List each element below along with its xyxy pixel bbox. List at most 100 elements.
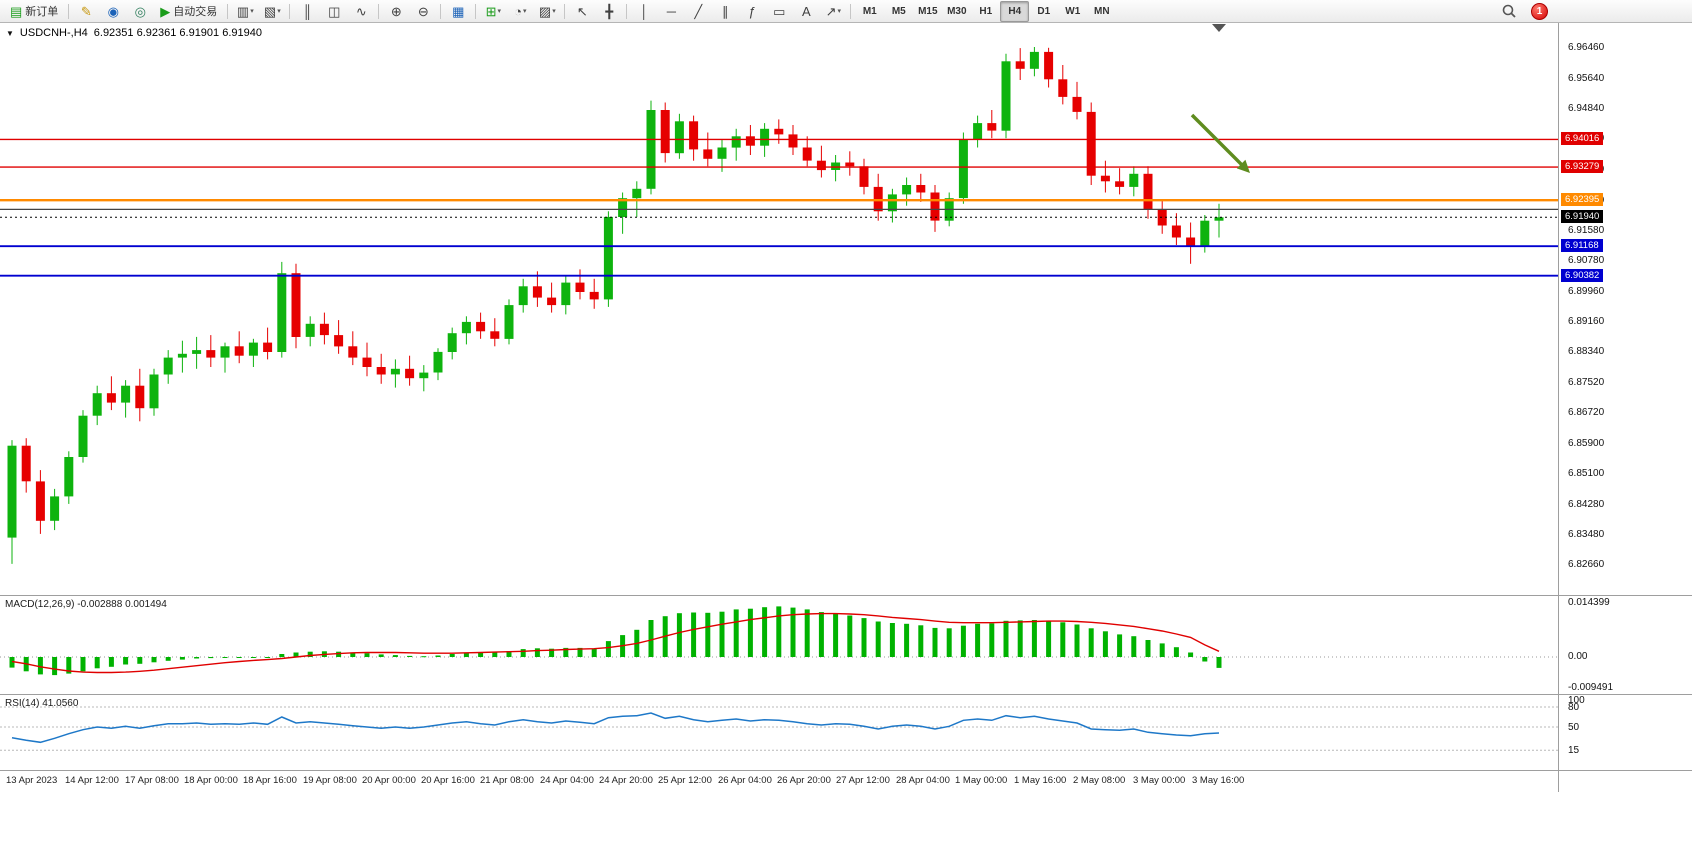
play-icon: ▶ <box>160 3 171 19</box>
price-tag: 6.92395 <box>1561 193 1604 206</box>
rsi-tick: 80 <box>1568 702 1580 713</box>
pencil-icon: ✎ <box>80 3 92 19</box>
timeframe-button-m1[interactable]: M1 <box>862 5 877 17</box>
cursor-icon: ↖ <box>576 3 588 19</box>
zoom-out-button[interactable]: ⊖ <box>410 1 436 22</box>
time-label: 20 Apr 00:00 <box>362 775 416 786</box>
symbol-label: USDCNH-,H4 <box>19 27 88 39</box>
pane-separator[interactable] <box>0 595 1692 596</box>
channel-icon: ∥ <box>722 3 729 19</box>
trendline-icon: ╱ <box>694 3 703 19</box>
rsi-label: RSI(14) 41.0560 <box>5 698 79 709</box>
toolbar-separator <box>68 3 70 19</box>
time-label: 3 May 00:00 <box>1133 775 1186 786</box>
autotrading-button[interactable]: ▶ 自动交易 <box>154 1 223 22</box>
bar-chart-button[interactable]: ║ <box>294 1 320 22</box>
channel-button[interactable]: ∥ <box>712 1 738 22</box>
time-label: 26 Apr 20:00 <box>777 775 831 786</box>
time-label: 25 Apr 12:00 <box>658 775 712 786</box>
price-tick: 6.84280 <box>1568 499 1605 510</box>
price-tick: 6.88340 <box>1568 346 1605 357</box>
price-axis[interactable]: 6.964606.956406.948406.940206.932006.923… <box>1560 23 1692 595</box>
macd-label: MACD(12,26,9) -0.002888 0.001494 <box>5 599 167 610</box>
candlestick-chart-button[interactable]: ◫ <box>321 1 347 22</box>
main-chart-pane[interactable]: ▼ USDCNH-,H4 6.92351 6.92361 6.91901 6.9… <box>0 23 1558 595</box>
candlestick-icon: ◫ <box>328 3 341 19</box>
chevron-down-icon: ▾ <box>497 8 501 15</box>
vertical-line-button[interactable]: │ <box>631 1 657 22</box>
timeframe-button-w1[interactable]: W1 <box>1065 5 1081 17</box>
macd-pane[interactable]: MACD(12,26,9) -0.002888 0.001494 <box>0 596 1558 694</box>
line-chart-button[interactable]: ∿ <box>348 1 374 22</box>
new-order-button[interactable]: ▤ 新订单 <box>4 1 64 22</box>
fibonacci-icon: ƒ <box>748 3 756 19</box>
text-tool-button[interactable]: A <box>793 1 819 22</box>
shapes-icon: ▭ <box>773 3 786 19</box>
new-chart-button[interactable]: ▥ ▾ <box>232 1 258 22</box>
price-tick: 6.95640 <box>1568 73 1605 84</box>
price-tick: 6.85900 <box>1568 438 1605 449</box>
rsi-pane[interactable]: RSI(14) 41.0560 <box>0 695 1558 770</box>
tile-windows-button[interactable]: ▦ <box>445 1 471 22</box>
trendline-button[interactable]: ╱ <box>685 1 711 22</box>
notification-badge[interactable]: 1 <box>1531 2 1548 20</box>
macd-axis[interactable]: 0.014399 0.00 -0.009491 <box>1560 596 1692 694</box>
time-label: 27 Apr 12:00 <box>836 775 890 786</box>
time-label: 17 Apr 08:00 <box>125 775 179 786</box>
crosshair-icon: ╋ <box>605 3 614 19</box>
price-tick: 6.87520 <box>1568 377 1605 388</box>
timeframe-button-mn[interactable]: MN <box>1094 5 1110 17</box>
timeframe-button-h1[interactable]: H1 <box>979 5 993 17</box>
ohlc-values: 6.92351 6.92361 6.91901 6.91940 <box>93 27 262 39</box>
autotrading-label: 自动交易 <box>173 6 218 18</box>
metaeditor-button[interactable]: ✎ <box>73 1 99 22</box>
timeframe-button-m15[interactable]: M15 <box>918 5 938 17</box>
cursor-button[interactable]: ↖ <box>569 1 595 22</box>
arrow-tools-icon: ↗ <box>825 3 837 19</box>
timeframe-button-h4[interactable]: H4 <box>1000 0 1030 22</box>
shapes-button[interactable]: ▭ <box>766 1 792 22</box>
indicators-button[interactable]: ⊞ ▾ <box>480 1 506 22</box>
time-label: 1 May 00:00 <box>955 775 1008 786</box>
accounts-button[interactable]: ◉ <box>100 1 126 22</box>
profiles-button[interactable]: ▧ ▾ <box>259 1 285 22</box>
toolbar-separator <box>626 3 628 19</box>
time-label: 28 Apr 04:00 <box>896 775 950 786</box>
fibonacci-button[interactable]: ƒ <box>739 1 765 22</box>
periods-button[interactable]: ◔ ▾ <box>507 1 533 22</box>
time-label: 1 May 16:00 <box>1014 775 1067 786</box>
price-tick: 6.90780 <box>1568 255 1605 266</box>
price-tick: 6.94840 <box>1568 103 1605 114</box>
symbol-dropdown-icon[interactable]: ▼ <box>6 28 14 38</box>
profiles-icon: ▧ <box>263 3 277 19</box>
toolbar-separator <box>850 3 852 19</box>
timeframe-button-m5[interactable]: M5 <box>891 5 906 17</box>
timeframe-button-m30[interactable]: M30 <box>947 5 967 17</box>
zoom-out-icon: ⊖ <box>417 3 429 19</box>
price-tick: 6.83480 <box>1568 529 1605 540</box>
add-indicator-icon: ⊞ <box>485 3 497 19</box>
timeframe-button-d1[interactable]: D1 <box>1037 5 1051 17</box>
time-label: 13 Apr 2023 <box>6 775 58 786</box>
account-icon: ◉ <box>107 3 119 19</box>
price-tick: 6.89160 <box>1568 316 1605 327</box>
zoom-in-button[interactable]: ⊕ <box>383 1 409 22</box>
time-axis[interactable]: 13 Apr 2023 14 Apr 12:00 17 Apr 08:00 18 Ap… <box>0 771 1558 792</box>
price-tick: 6.86720 <box>1568 407 1605 418</box>
arrow-tools-button[interactable]: ↗ ▾ <box>820 1 846 22</box>
time-label: 21 Apr 08:00 <box>480 775 534 786</box>
templates-button[interactable]: ▨ ▾ <box>534 1 560 22</box>
toolbar-separator <box>227 3 229 19</box>
search-button[interactable] <box>1496 1 1522 22</box>
rsi-axis[interactable]: 100 80 50 15 <box>1560 695 1692 770</box>
horizontal-line-button[interactable]: ─ <box>658 1 684 22</box>
community-button[interactable]: ◎ <box>127 1 153 22</box>
time-label: 20 Apr 16:00 <box>421 775 475 786</box>
chevron-down-icon: ▾ <box>250 8 254 15</box>
rsi-plot <box>0 706 1558 751</box>
toolbar-separator <box>440 3 442 19</box>
crosshair-button[interactable]: ╋ <box>596 1 622 22</box>
price-tick: 6.85100 <box>1568 468 1605 479</box>
new-chart-icon: ▥ <box>236 3 250 19</box>
pane-separator[interactable] <box>0 694 1692 695</box>
